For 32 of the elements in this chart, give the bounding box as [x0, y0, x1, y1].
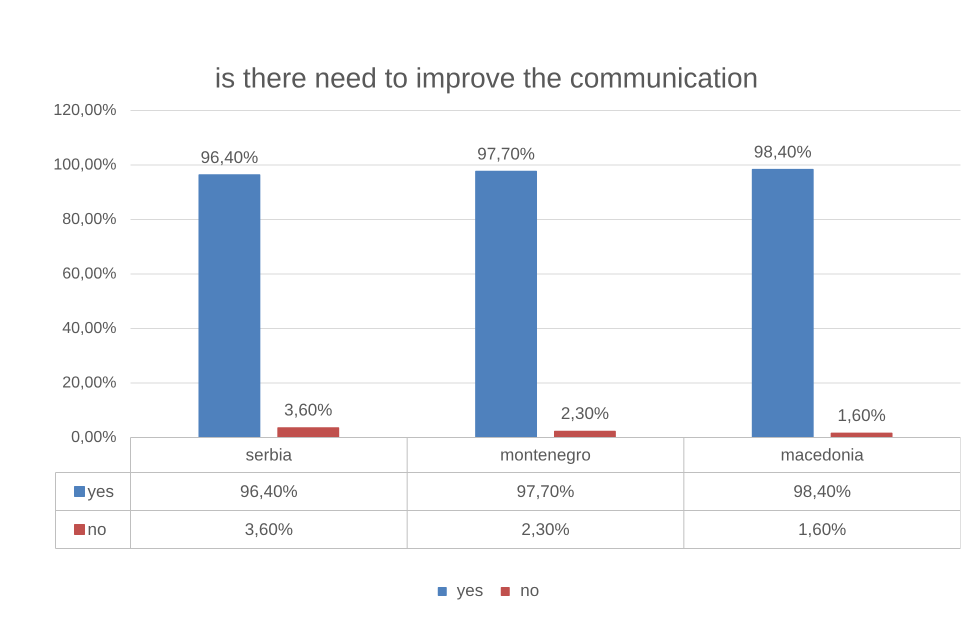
data-label: 1,60%	[798, 520, 846, 539]
x-tick-label: montenegro	[500, 446, 591, 464]
data-label: 97,70%	[516, 482, 574, 501]
y-tick-label: 40,00%	[62, 320, 116, 337]
text: yes	[456, 581, 484, 600]
data-label: 96,40%	[240, 482, 298, 501]
y-tick-label: 0,00%	[71, 429, 117, 446]
bar	[277, 427, 340, 438]
y-tick-label: 100,00%	[53, 156, 117, 174]
text: 1,60%	[837, 406, 886, 426]
y-tick-label: 20,00%	[62, 374, 116, 392]
data-label: 98,40%	[793, 482, 852, 501]
text: 2,30%	[560, 404, 610, 424]
bar	[554, 430, 616, 438]
text: 98,40%	[754, 142, 812, 162]
x-tick-label: serbia	[246, 446, 293, 464]
bar	[475, 170, 538, 438]
data-label: 2,30%	[521, 520, 570, 539]
data-label: 3,60%	[244, 520, 293, 539]
chart-title: is there need to improve the communication	[214, 62, 758, 94]
y-tick-label: 80,00%	[62, 211, 116, 228]
text: 96,40%	[200, 148, 258, 167]
x-tick-label: macedonia	[780, 446, 864, 464]
legend-label: no	[520, 581, 540, 601]
text: 3,60%	[284, 400, 332, 420]
y-tick-label: 120,00%	[53, 102, 117, 119]
text: no	[88, 520, 106, 539]
legend-label: yes	[88, 482, 114, 501]
y-tick-label: 60,00%	[62, 266, 116, 282]
bar	[198, 174, 260, 438]
text: 97,70%	[477, 144, 535, 164]
bar	[752, 168, 814, 438]
